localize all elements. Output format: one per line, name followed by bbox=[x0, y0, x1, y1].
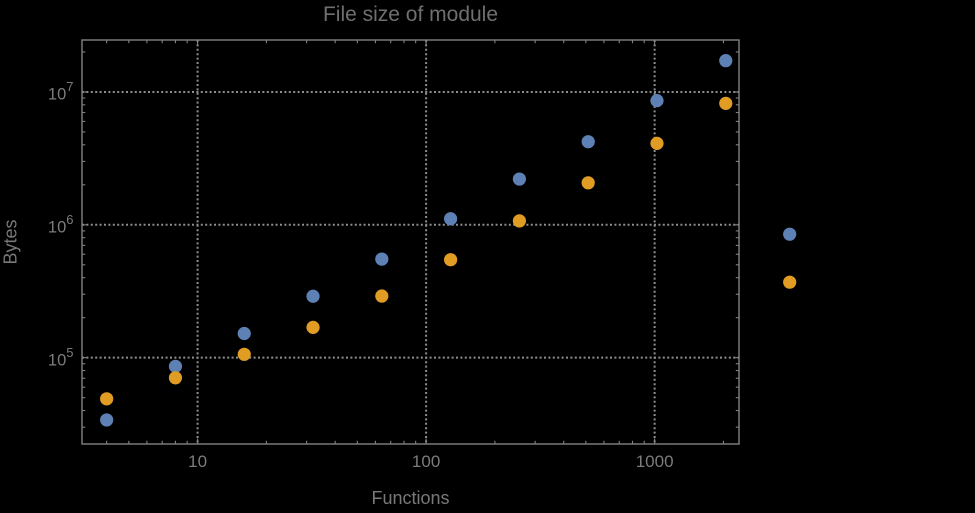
data-point bbox=[444, 212, 458, 226]
x-tick-label: 1000 bbox=[636, 452, 674, 471]
tick-labels: 10 100 1000 105 106 107 bbox=[48, 79, 674, 471]
data-point bbox=[444, 253, 458, 267]
y-tick-label: 105 bbox=[48, 345, 74, 370]
data-point bbox=[719, 96, 733, 110]
data-point bbox=[237, 347, 251, 361]
data-point bbox=[650, 136, 664, 150]
data-point bbox=[783, 227, 797, 241]
data-point bbox=[306, 289, 320, 303]
x-axis-label: Functions bbox=[371, 488, 450, 508]
series-1-points bbox=[100, 54, 797, 427]
data-point bbox=[375, 289, 389, 303]
x-tick-label: 10 bbox=[188, 452, 207, 471]
data-point bbox=[100, 392, 114, 406]
data-point bbox=[375, 252, 389, 266]
chart-title: File size of module bbox=[322, 3, 499, 26]
axis-ticks bbox=[82, 40, 739, 444]
gridlines bbox=[82, 40, 739, 444]
y-tick-label: 106 bbox=[48, 212, 74, 237]
data-point bbox=[650, 94, 664, 108]
data-point bbox=[168, 359, 183, 373]
plot-frame bbox=[81, 39, 740, 445]
data-point bbox=[512, 214, 527, 228]
data-point bbox=[237, 326, 251, 341]
data-point bbox=[168, 371, 183, 385]
data-point bbox=[306, 320, 320, 334]
series-2-points bbox=[100, 96, 797, 406]
data-point bbox=[581, 176, 595, 190]
data-point bbox=[512, 172, 527, 186]
data-point bbox=[719, 54, 733, 68]
y-axis-label: Bytes bbox=[0, 219, 21, 265]
y-tick-label: 107 bbox=[48, 79, 74, 104]
x-tick-label: 100 bbox=[412, 452, 440, 471]
data-point bbox=[581, 135, 595, 149]
data-point bbox=[100, 413, 114, 427]
data-point bbox=[783, 275, 797, 289]
